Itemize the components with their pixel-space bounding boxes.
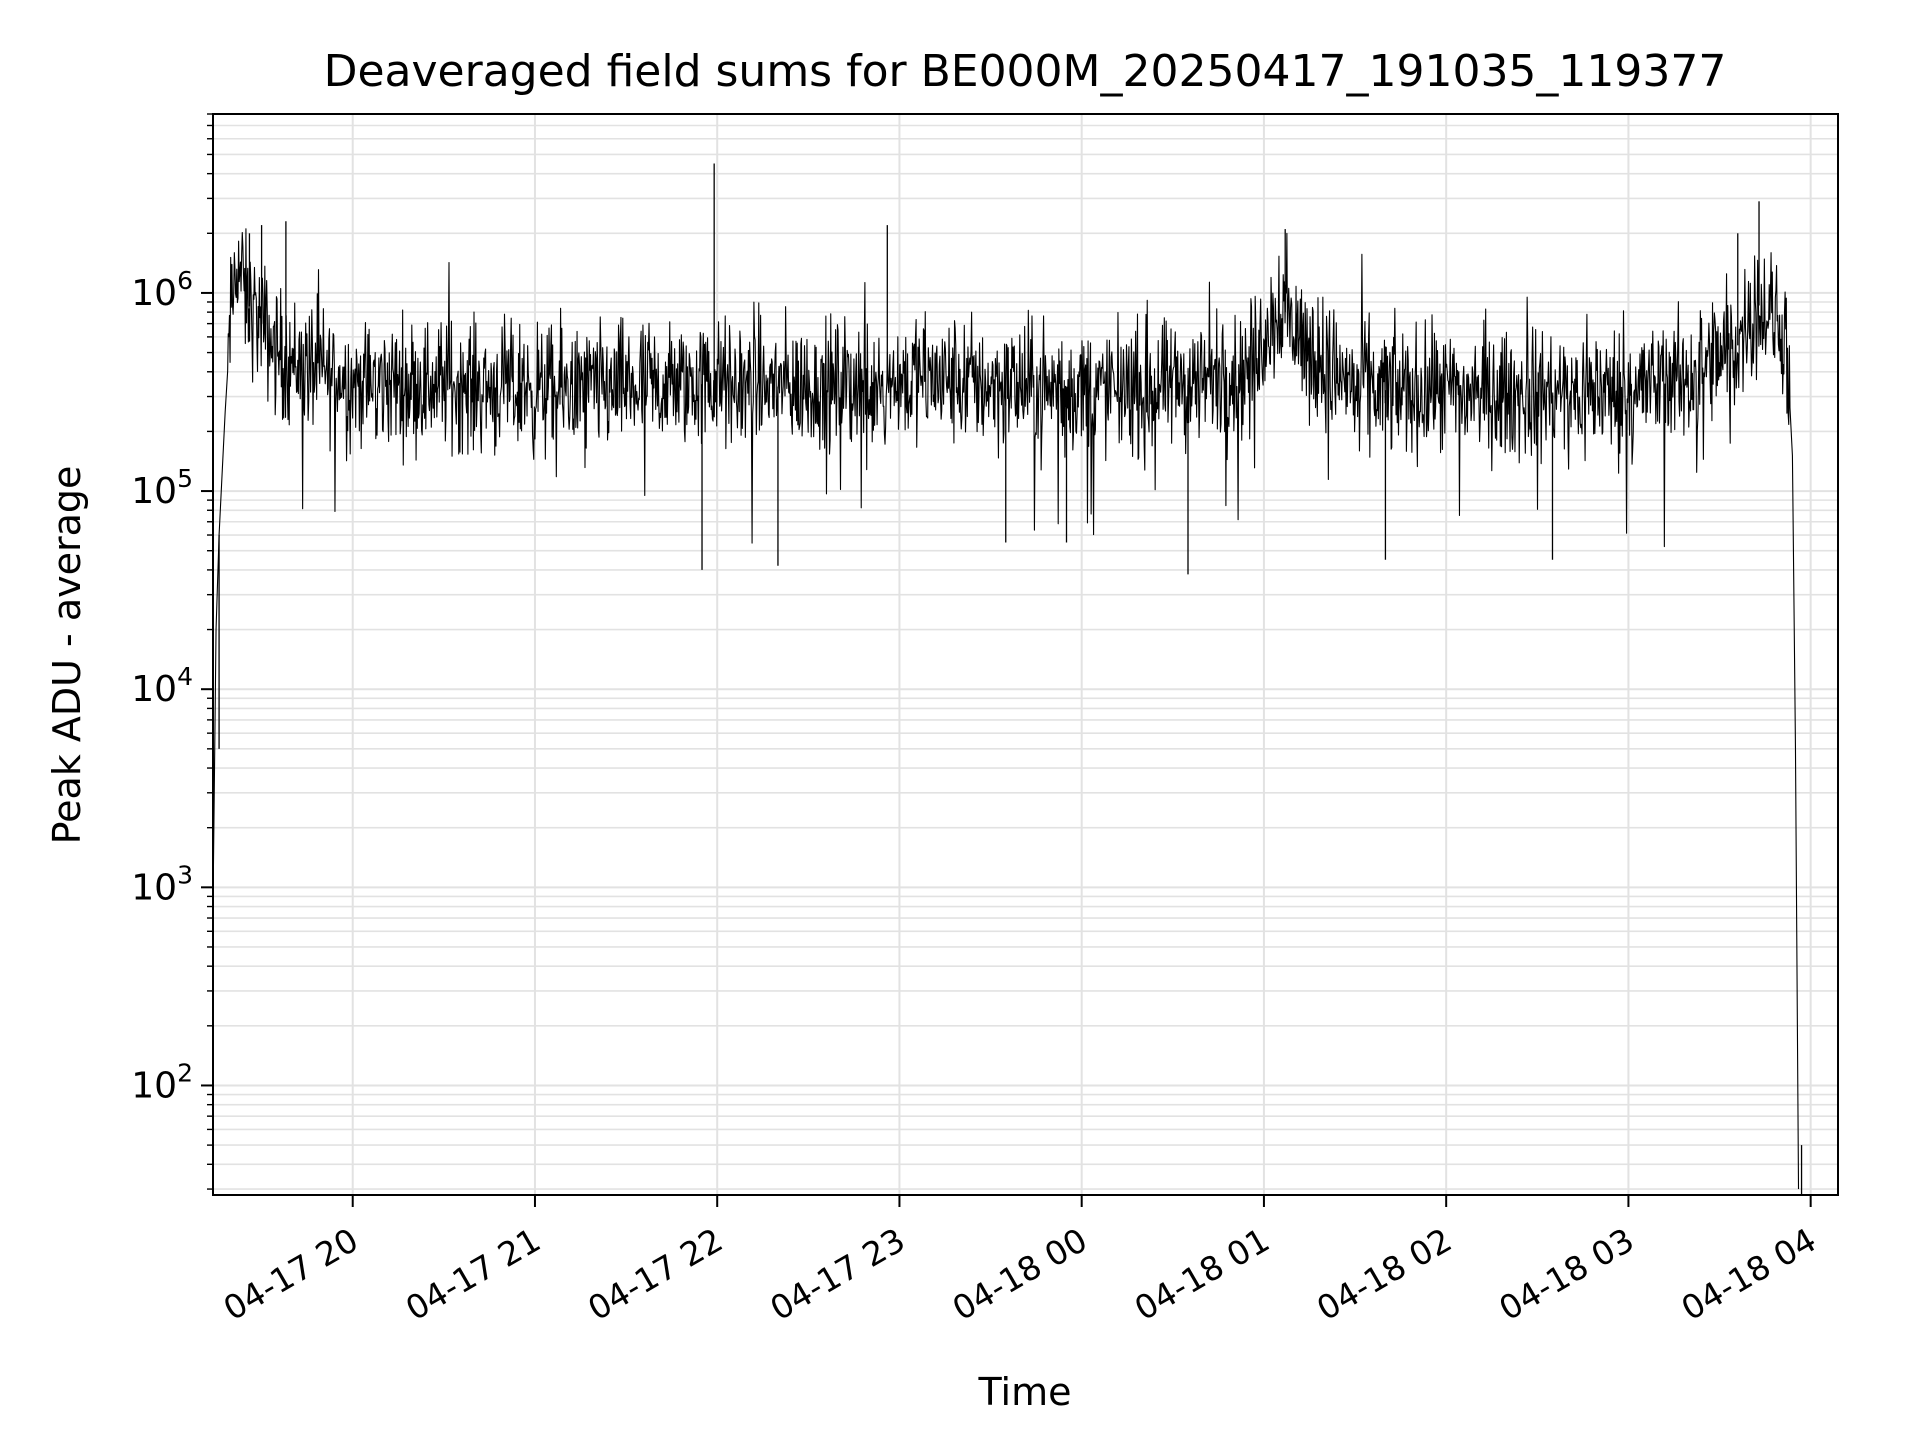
y-axis-label: Peak ADU - average	[45, 466, 89, 845]
plot-frame	[212, 113, 1839, 1196]
chart-title: Deaveraged field sums for BE000M_2025041…	[324, 46, 1727, 97]
y-tick-label: 103	[131, 860, 193, 908]
y-tick-label: 105	[131, 464, 193, 512]
grid	[213, 113, 1838, 1195]
y-tick-label: 102	[131, 1058, 193, 1106]
x-axis-label: Time	[978, 1370, 1072, 1414]
y-axis: 102 103 104 105 106	[131, 113, 213, 1190]
series-line-group	[212, 163, 1803, 1195]
y-tick-label: 104	[131, 662, 193, 710]
y-tick-label: 106	[131, 266, 193, 314]
